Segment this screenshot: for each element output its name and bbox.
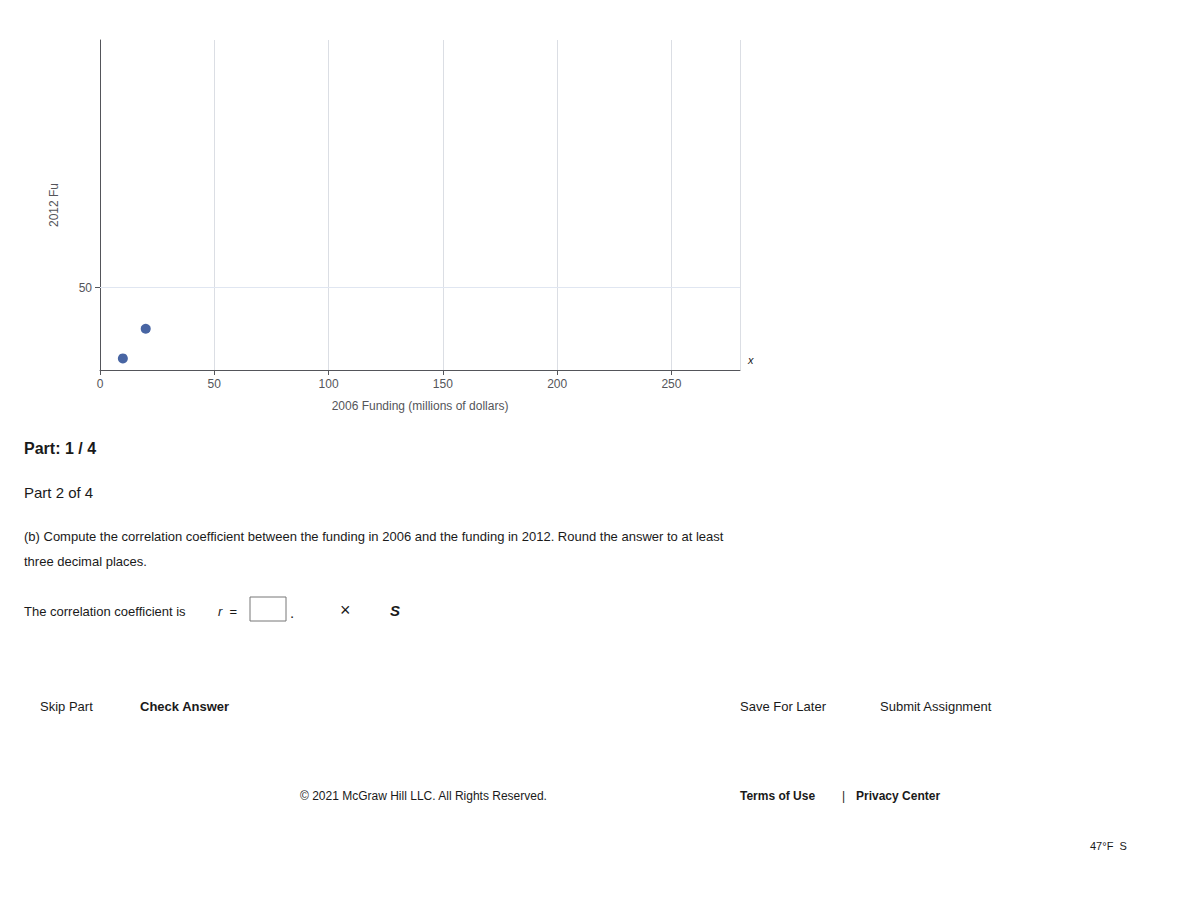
svg-text:50: 50 (208, 377, 222, 391)
svg-text:© 2021 McGraw Hill LLC. All Ri: © 2021 McGraw Hill LLC. All Rights Reser… (300, 789, 547, 803)
svg-text:250: 250 (661, 377, 681, 391)
svg-text:Terms of Use: Terms of Use (740, 789, 815, 803)
svg-text:50: 50 (79, 281, 93, 295)
svg-text:three decimal places.: three decimal places. (24, 554, 147, 569)
svg-text:Check Answer: Check Answer (140, 699, 229, 714)
svg-text:|: | (842, 789, 845, 803)
svg-text:0: 0 (97, 377, 104, 391)
svg-text:x: x (747, 354, 754, 366)
svg-text:Privacy Center: Privacy Center (856, 789, 940, 803)
svg-text:.: . (290, 604, 294, 621)
svg-text:100: 100 (319, 377, 339, 391)
svg-text:S: S (390, 602, 400, 619)
svg-text:=: = (226, 604, 237, 619)
svg-text:Part: 1 / 4: Part: 1 / 4 (24, 440, 96, 457)
svg-text:47°F S: 47°F S (1090, 840, 1127, 852)
svg-text:×: × (340, 600, 351, 620)
svg-text:200: 200 (547, 377, 567, 391)
svg-text:2012 Fu: 2012 Fu (47, 183, 61, 227)
svg-text:150: 150 (433, 377, 453, 391)
svg-text:r: r (218, 604, 223, 619)
svg-text:Part 2 of 4: Part 2 of 4 (24, 484, 93, 501)
svg-text:Skip Part: Skip Part (40, 699, 93, 714)
svg-text:Submit Assignment: Submit Assignment (880, 699, 992, 714)
svg-text:(b) Compute the correlation co: (b) Compute the correlation coefficient … (24, 529, 724, 544)
svg-text:The correlation coefficient is: The correlation coefficient is (24, 604, 189, 619)
svg-text:Save For Later: Save For Later (740, 699, 827, 714)
svg-text:2006 Funding (millions of doll: 2006 Funding (millions of dollars) (332, 399, 509, 413)
